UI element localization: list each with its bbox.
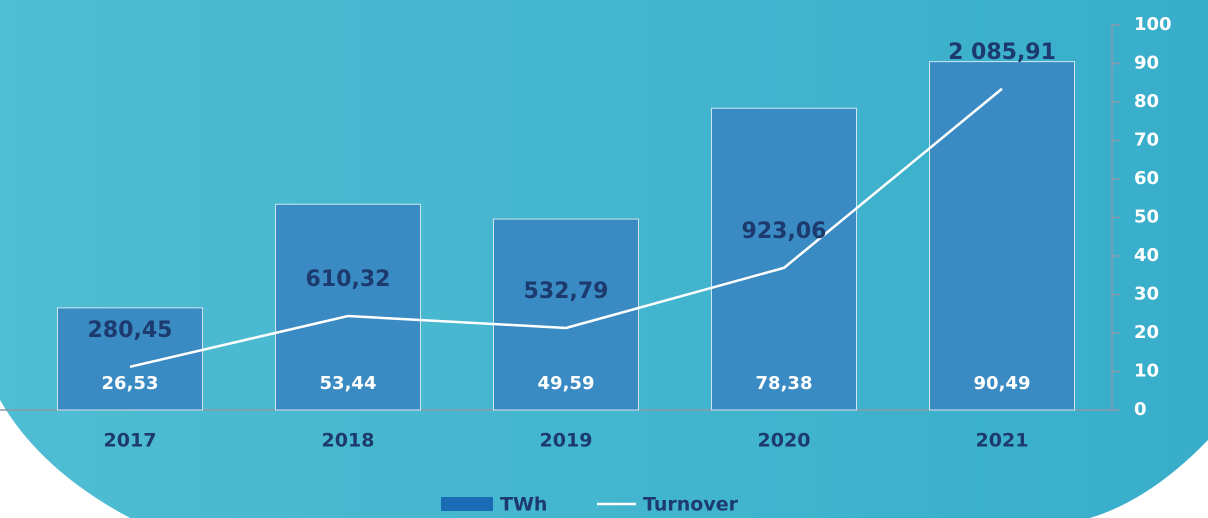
x-tick-label: 2021 [976, 430, 1029, 452]
x-tick-label: 2017 [104, 430, 157, 452]
legend-label: TWh [500, 494, 547, 516]
bar [711, 107, 857, 411]
y-tick-label: 50 [1134, 207, 1159, 228]
turnover-line [129, 87, 1003, 369]
line-value-label: 923,06 [742, 219, 827, 244]
bar-value-label: 49,59 [538, 373, 595, 394]
y-tick-label: 80 [1134, 91, 1159, 112]
bar [57, 307, 203, 411]
y-tick-label: 10 [1134, 361, 1159, 382]
x-tick-label: 2018 [322, 430, 375, 452]
line-value-label: 2 085,91 [948, 40, 1056, 65]
y-tick-label: 90 [1134, 53, 1159, 74]
y-tick-label: 70 [1134, 130, 1159, 151]
y-tick-label: 20 [1134, 322, 1159, 343]
line-value-label: 610,32 [306, 267, 391, 292]
bar-value-label: 78,38 [756, 373, 813, 394]
bar [275, 203, 421, 411]
line-value-label: 280,45 [88, 318, 173, 343]
line-value-label: 532,79 [524, 279, 609, 304]
bar-value-label: 90,49 [974, 373, 1031, 394]
bar-value-label: 53,44 [320, 373, 377, 394]
y-tick-label: 100 [1134, 14, 1172, 35]
x-tick-label: 2019 [540, 430, 593, 452]
y-tick-label: 30 [1134, 284, 1159, 305]
y-tick-label: 40 [1134, 245, 1159, 266]
bar [929, 61, 1075, 411]
legend-label: Turnover [643, 494, 739, 516]
x-tick-label: 2020 [758, 430, 811, 452]
bar-value-label: 26,53 [102, 373, 159, 394]
legend-swatch [441, 497, 493, 511]
y-tick-label: 60 [1134, 168, 1159, 189]
y-tick-label: 0 [1134, 399, 1147, 420]
